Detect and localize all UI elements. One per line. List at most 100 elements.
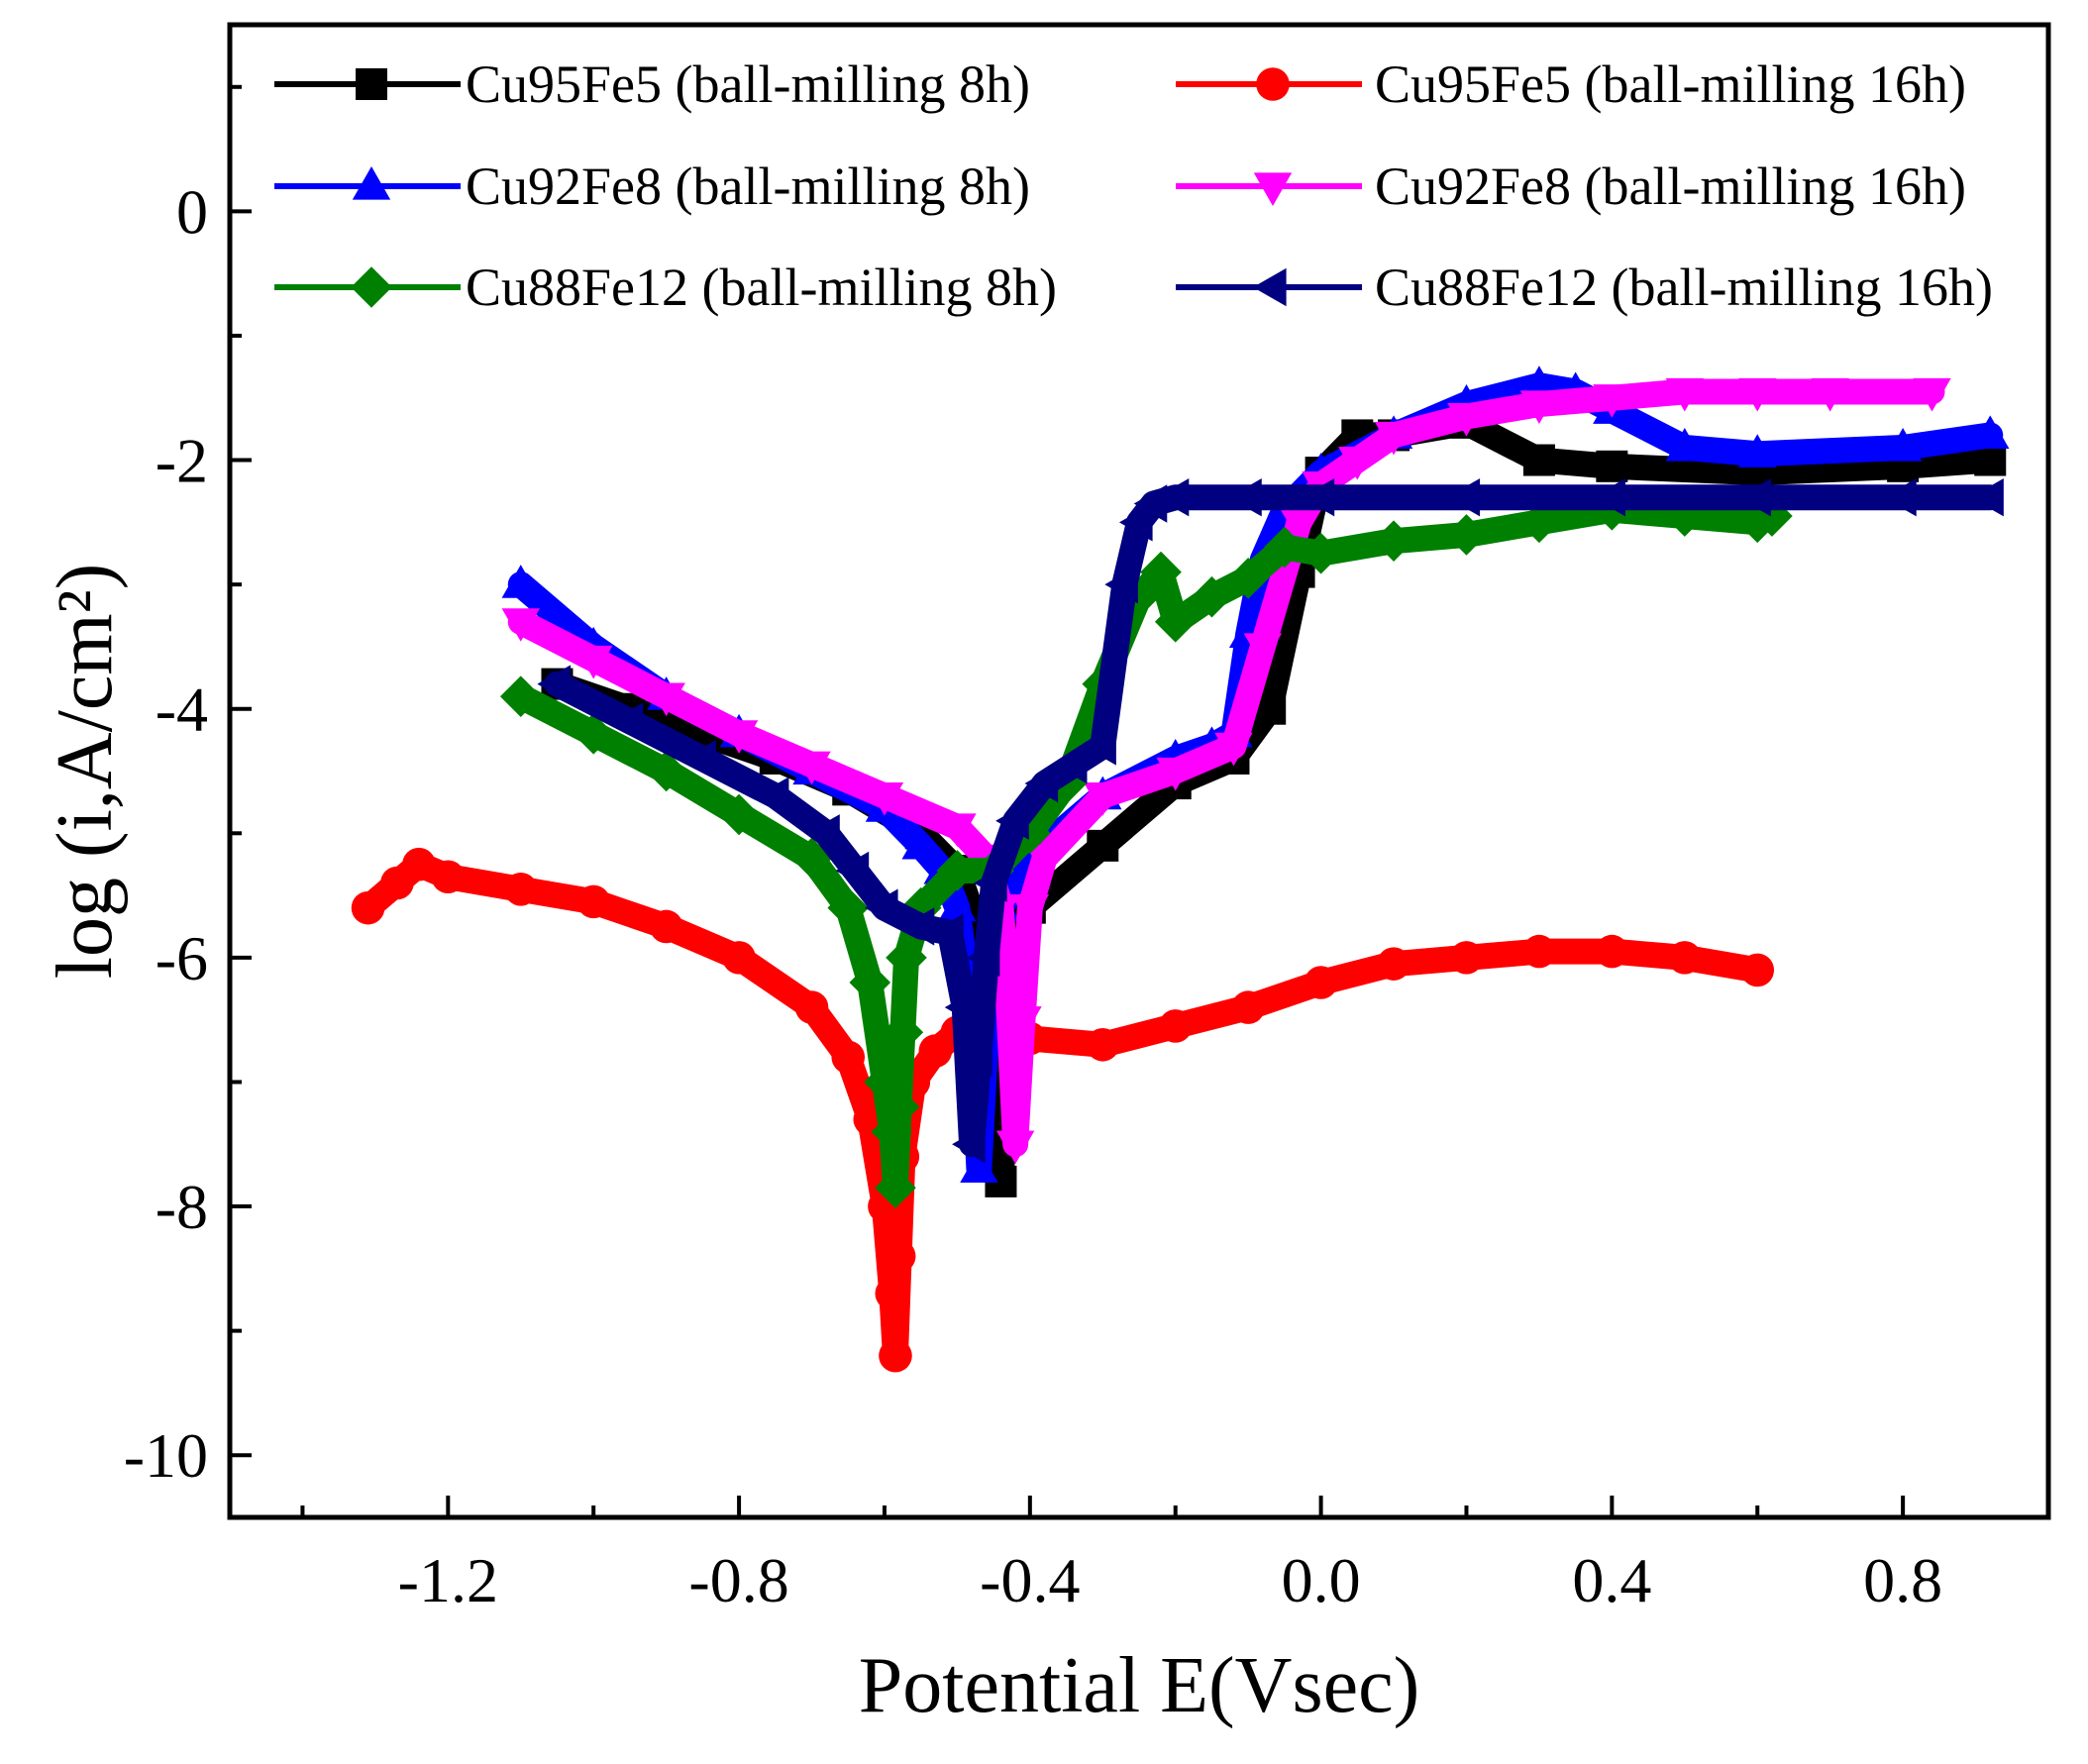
y-axis-title: log (i,A/cm²) xyxy=(42,564,129,979)
data-point xyxy=(952,1125,986,1164)
x-tick-label: 0.8 xyxy=(1863,1545,1942,1615)
data-point xyxy=(431,860,466,894)
data-point xyxy=(1119,503,1153,542)
data-point xyxy=(882,1239,916,1274)
legend-marker xyxy=(1253,172,1293,206)
legend-label: Cu95Fe5 (ball-milling 16h) xyxy=(1375,54,1966,114)
data-point xyxy=(1083,727,1116,766)
data-point xyxy=(1025,844,1064,879)
legend-label: Cu88Fe12 (ball-milling 8h) xyxy=(466,258,1057,317)
data-point xyxy=(722,941,756,975)
data-point xyxy=(878,1086,920,1128)
data-point xyxy=(995,801,1029,840)
data-point xyxy=(1087,829,1119,862)
data-point xyxy=(501,565,540,598)
data-point xyxy=(1522,444,1555,476)
data-point xyxy=(974,864,1007,902)
series-line xyxy=(507,496,1785,1201)
series-layer xyxy=(351,365,2010,1373)
data-point xyxy=(1264,526,1305,569)
data-point xyxy=(1300,532,1342,574)
data-point xyxy=(794,990,829,1024)
data-point xyxy=(806,814,840,853)
data-point xyxy=(1522,934,1556,969)
data-point xyxy=(402,847,436,882)
data-point xyxy=(938,813,977,848)
legend-item: Cu92Fe8 (ball-milling 16h) xyxy=(1176,156,1966,216)
data-point xyxy=(1133,484,1168,523)
data-point xyxy=(1740,953,1775,987)
data-point xyxy=(499,675,542,717)
data-point xyxy=(1191,575,1233,618)
data-point xyxy=(1592,478,1625,517)
data-point xyxy=(501,608,540,642)
data-point xyxy=(1665,377,1704,412)
data-point xyxy=(879,1338,912,1373)
data-point xyxy=(1214,732,1253,767)
data-point xyxy=(792,751,831,785)
data-point xyxy=(1228,478,1262,517)
data-point xyxy=(1156,757,1195,791)
data-point xyxy=(865,782,904,816)
data-point xyxy=(503,873,538,906)
data-point xyxy=(875,1167,916,1209)
legend-marker xyxy=(352,166,391,200)
legend-item: Cu95Fe5 (ball-milling 16h) xyxy=(1176,54,1966,114)
data-point xyxy=(864,888,898,927)
data-point xyxy=(995,1130,1035,1165)
y-tick-label: -4 xyxy=(156,674,208,745)
data-point xyxy=(930,913,964,952)
data-point xyxy=(1155,478,1190,517)
data-point xyxy=(882,1011,924,1054)
data-point xyxy=(351,890,385,925)
legend-label: Cu88Fe12 (ball-milling 16h) xyxy=(1375,258,1993,317)
data-point xyxy=(1811,377,1849,412)
legend-item: Cu95Fe5 (ball-milling 8h) xyxy=(274,54,1030,114)
data-point xyxy=(1373,520,1414,562)
data-point xyxy=(573,713,614,755)
series-4 xyxy=(501,377,1951,1165)
data-point xyxy=(989,981,1028,1015)
data-point xyxy=(574,645,613,679)
data-point xyxy=(1737,478,1771,517)
data-point xyxy=(1446,478,1481,517)
legend: Cu95Fe5 (ball-milling 8h) Cu95Fe5 (ball-m… xyxy=(274,54,1993,317)
x-tick-label: -0.8 xyxy=(688,1545,788,1615)
legend-marker xyxy=(351,266,392,308)
data-point xyxy=(1883,478,1917,517)
data-point xyxy=(959,1038,993,1077)
data-point xyxy=(1158,1009,1193,1043)
data-point xyxy=(609,702,644,741)
data-point xyxy=(1377,947,1410,981)
data-point xyxy=(1738,434,1777,467)
data-point xyxy=(1970,478,2004,517)
data-point xyxy=(718,793,760,836)
data-point xyxy=(1003,1006,1042,1040)
data-point xyxy=(849,962,891,1003)
data-point xyxy=(900,907,935,946)
data-point xyxy=(1304,966,1338,999)
data-point xyxy=(1154,601,1197,643)
data-point xyxy=(576,884,610,919)
data-point xyxy=(1971,415,2010,450)
data-point xyxy=(1518,501,1560,544)
data-point xyxy=(1010,894,1050,928)
data-point xyxy=(1140,551,1182,593)
data-point xyxy=(960,1149,998,1183)
data-point xyxy=(1447,402,1486,437)
data-point xyxy=(1227,558,1269,599)
data-point xyxy=(1024,764,1059,803)
x-axis-title: Potential E(Vsec) xyxy=(859,1642,1419,1729)
data-point xyxy=(1338,446,1377,480)
data-point xyxy=(1668,941,1702,975)
data-point xyxy=(886,937,927,979)
data-point xyxy=(1243,633,1283,667)
data-point xyxy=(1231,990,1265,1024)
series-5 xyxy=(499,488,1793,1209)
plot-frame xyxy=(227,22,2051,1520)
x-tick-label: 0.4 xyxy=(1572,1545,1651,1615)
data-point xyxy=(1665,427,1704,462)
data-point xyxy=(755,777,789,815)
